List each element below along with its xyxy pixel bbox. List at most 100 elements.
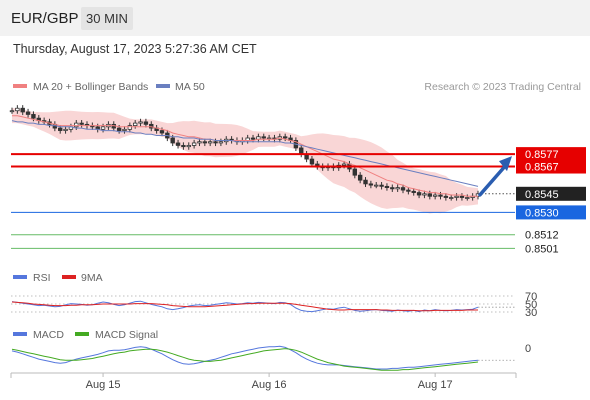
instrument-title: EUR/GBP [11, 10, 79, 27]
macd-signal-legend-label: MACD Signal [95, 329, 158, 341]
candle-body [218, 141, 224, 144]
candle-body [406, 189, 411, 192]
rsi-legend-label: RSI [33, 272, 51, 284]
candle-body [186, 145, 191, 148]
support-label: 0.8501 [525, 243, 559, 255]
candle-body [250, 137, 256, 140]
rsi-ma-legend-label: 9MA [81, 272, 103, 284]
chart-datetime: Thursday, August 17, 2023 5:27:36 AM CET [13, 42, 257, 56]
candle-body [341, 163, 347, 166]
candle-body [282, 136, 288, 139]
x-tick-label: Aug 16 [252, 379, 287, 391]
ma50-legend-swatch [156, 84, 170, 88]
candle-body [438, 194, 443, 197]
price-panel [9, 105, 481, 214]
macd-legend-label: MACD [33, 329, 64, 341]
candle-body [309, 158, 315, 165]
candle-body [132, 122, 138, 127]
candle-body [25, 111, 31, 115]
rsi-ma-legend-swatch [62, 275, 76, 279]
rsi-level-label: 30 [525, 307, 537, 319]
candle-body [357, 174, 363, 181]
candle-body [58, 127, 63, 131]
candle-body [207, 141, 213, 144]
candle-body [20, 107, 25, 113]
candle-body [159, 130, 165, 134]
candle-body [449, 197, 454, 199]
candle-body [454, 195, 459, 198]
candle-body [116, 127, 122, 131]
copyright-text: Research © 2023 Trading Central [424, 81, 581, 93]
candle-body [149, 123, 154, 129]
candle-body [384, 185, 390, 189]
x-axis: Aug 15 Aug 16 Aug 17 [10, 372, 517, 391]
macd-legend: MACD MACD Signal [13, 329, 158, 341]
candle-body [143, 121, 149, 125]
rsi-ma-line [11, 301, 478, 312]
candle-body [379, 184, 384, 187]
candle-body [202, 141, 208, 144]
candle-body [368, 183, 374, 186]
candle-body [427, 193, 432, 197]
ma50-line [11, 120, 479, 187]
candle-body [352, 168, 358, 176]
candle-body [191, 142, 197, 146]
candle-body [170, 137, 175, 144]
macd-line [11, 345, 479, 370]
x-tick-label: Aug 15 [86, 379, 121, 391]
macd-signal-legend-swatch [75, 332, 89, 336]
forecast-arrow-head [499, 156, 512, 172]
macd-zero-label: 0 [525, 343, 531, 355]
forecast-arrow-shaft [478, 163, 508, 197]
candle-body [395, 187, 400, 190]
current-label: 0.8545 [525, 189, 559, 201]
candle-body [400, 187, 406, 191]
pivot-label: 0.8530 [525, 207, 559, 219]
candle-body [175, 142, 181, 146]
candle-body [390, 187, 395, 190]
candle-body [422, 193, 427, 196]
pivot-label-bg [516, 205, 586, 220]
candle-body [74, 122, 79, 128]
timeframe-button[interactable]: 30 MIN [81, 7, 133, 30]
candle-body [374, 184, 379, 187]
ma20-line [12, 115, 478, 197]
resistance-label: 0.8577 [525, 149, 559, 161]
candle-body [63, 128, 68, 131]
current-label-bg [516, 186, 586, 201]
rsi-level-label: 50 [525, 299, 537, 311]
x-tick-label: Aug 17 [418, 379, 453, 391]
forecast-arrow [478, 156, 512, 197]
candle-body [100, 126, 106, 130]
resistance-label: 0.8567 [525, 162, 559, 174]
rsi-legend: RSI 9MA [13, 272, 103, 284]
resistance-label-bg [516, 159, 586, 174]
candle-body [122, 128, 127, 131]
candle-body [443, 195, 449, 198]
candle-body [197, 141, 202, 144]
candle-body [416, 192, 422, 196]
ma50-legend-label: MA 50 [175, 81, 205, 93]
candle-body [79, 122, 84, 125]
chart-header: EUR/GBP 30 MIN [0, 0, 590, 36]
candle-body [411, 190, 416, 193]
candle-body [213, 141, 218, 144]
candle-body [15, 107, 20, 112]
candle-body [31, 114, 36, 119]
candle-body [127, 125, 133, 130]
candle-body [138, 121, 143, 124]
candle-body [459, 195, 465, 198]
rsi-legend-swatch [13, 275, 27, 279]
rsi-level-label: 70 [525, 291, 537, 303]
candle-body [9, 110, 15, 113]
ma20-legend-swatch [13, 84, 27, 88]
candle-body [465, 197, 470, 199]
support-label: 0.8512 [525, 230, 559, 242]
resistance-label-bg [516, 147, 586, 162]
macd-legend-swatch [13, 332, 27, 336]
candle-body [261, 136, 266, 139]
candle-body [432, 194, 438, 197]
macd-panel: 0 [11, 343, 531, 371]
